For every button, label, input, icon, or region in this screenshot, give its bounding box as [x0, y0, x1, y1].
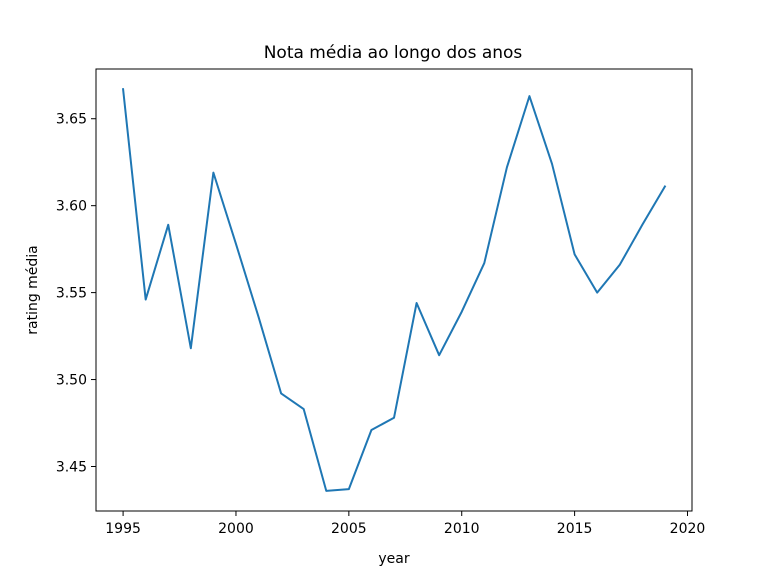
- plot-frame: [95, 68, 693, 512]
- series-line-0: [121, 88, 667, 492]
- chart-title: Nota média ao longo dos anos: [264, 43, 523, 63]
- y-tick-label: 3.50: [56, 373, 87, 389]
- y-tick-label: 3.60: [56, 199, 87, 215]
- x-tick-label: 2000: [218, 521, 254, 537]
- x-tick-label: 2005: [331, 521, 367, 537]
- plot-area: [121, 88, 667, 492]
- x-tick-label: 2010: [444, 521, 480, 537]
- x-axis-label: year: [378, 551, 409, 567]
- x-axis: 1995 2000 2005 2010 2015 2020: [105, 511, 705, 537]
- y-tick-label: 3.45: [56, 459, 87, 475]
- x-tick-label: 1995: [105, 521, 141, 537]
- y-tick-label: 3.65: [56, 112, 87, 128]
- x-tick-label: 2015: [557, 521, 593, 537]
- y-axis-label: rating média: [25, 245, 41, 335]
- y-tick-label: 3.55: [56, 286, 87, 302]
- y-axis: 3.45 3.50 3.55 3.60 3.65: [56, 112, 96, 475]
- x-tick-label: 2020: [670, 521, 706, 537]
